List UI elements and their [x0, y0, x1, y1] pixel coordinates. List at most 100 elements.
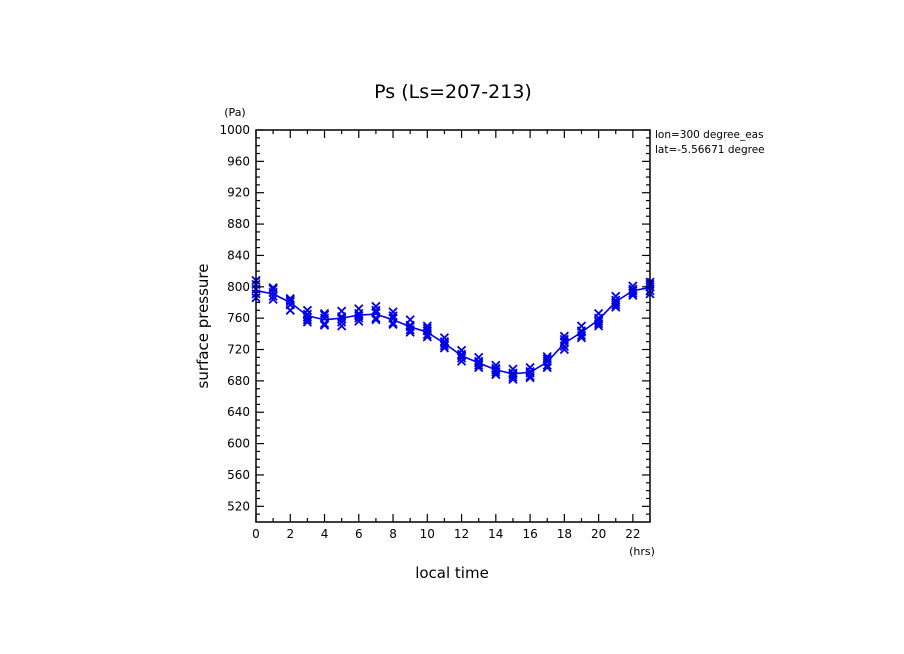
x-unit-label: (hrs)	[629, 545, 655, 558]
y-tick-label: 560	[227, 468, 250, 482]
data-point	[559, 344, 569, 355]
data-point	[611, 300, 621, 310]
x-tick-label: 6	[355, 527, 363, 541]
data-point	[593, 308, 604, 319]
annotation-lon: lon=300 degree_eas	[655, 129, 764, 141]
x-tick-label: 12	[454, 527, 469, 541]
data-point	[337, 321, 347, 331]
data-point	[285, 295, 295, 305]
data-point	[542, 351, 552, 362]
data-point	[456, 353, 467, 363]
data-point	[319, 308, 330, 319]
data-point	[525, 368, 535, 378]
x-tick-label: 8	[389, 527, 397, 541]
data-point	[337, 306, 347, 316]
data-point	[576, 327, 587, 337]
data-point	[268, 294, 278, 304]
plot-frame	[255, 129, 651, 523]
data-point	[302, 305, 313, 315]
y-tick-label: 720	[227, 343, 250, 357]
y-tick-label: 840	[227, 248, 250, 262]
data-point	[285, 297, 295, 307]
data-point	[371, 313, 381, 323]
data-point	[422, 321, 432, 331]
data-point	[319, 320, 330, 330]
data-point	[474, 358, 484, 368]
y-tick-label: 520	[227, 499, 250, 513]
data-point	[559, 331, 569, 341]
data-point	[337, 314, 347, 324]
data-point	[354, 313, 364, 323]
data-marks	[251, 275, 655, 384]
data-point	[628, 286, 638, 296]
data-point	[388, 311, 398, 321]
y-tick-label: 880	[227, 217, 250, 231]
data-point	[371, 305, 381, 315]
data-point	[405, 315, 415, 325]
data-point	[388, 307, 398, 317]
data-point	[405, 325, 415, 335]
data-point	[285, 305, 295, 315]
y-tick-label: 600	[227, 437, 250, 451]
data-point	[371, 301, 381, 312]
x-tick-label: 2	[286, 527, 294, 541]
x-axis-label: local time	[415, 564, 489, 582]
y-axis-label: surface pressure	[194, 264, 212, 389]
data-point	[525, 371, 535, 381]
data-point	[337, 317, 347, 327]
data-point	[354, 304, 364, 314]
data-point	[354, 311, 364, 321]
y-tick-label: 760	[227, 311, 250, 325]
y-tick-label: 680	[227, 374, 250, 388]
data-point	[593, 319, 604, 329]
data-point	[456, 351, 467, 361]
y-tick-label: 1000	[219, 123, 250, 137]
x-tick-label: 0	[252, 527, 260, 541]
data-point	[302, 312, 313, 323]
data-point	[319, 319, 330, 329]
data-point	[611, 297, 621, 308]
data-point	[559, 341, 569, 352]
x-tick-label: 20	[591, 527, 606, 541]
data-point	[319, 310, 330, 320]
y-unit-label: (Pa)	[224, 106, 245, 119]
data-point	[628, 288, 638, 298]
data-point	[285, 293, 295, 304]
data-point	[268, 291, 278, 301]
x-tick-label: 16	[522, 527, 537, 541]
y-tick-label: 800	[227, 280, 250, 294]
data-point	[302, 315, 313, 325]
data-point	[559, 334, 569, 344]
x-tick-label: 22	[625, 527, 640, 541]
data-point	[542, 354, 552, 364]
data-point	[474, 360, 484, 370]
data-point	[439, 338, 450, 348]
x-tick-label: 4	[321, 527, 329, 541]
y-tick-label: 920	[227, 186, 250, 200]
data-point	[508, 369, 518, 380]
data-point	[456, 349, 467, 359]
chart-title: Ps (Ls=207-213)	[374, 81, 532, 103]
y-tick-label: 640	[227, 405, 250, 419]
data-point	[422, 332, 432, 342]
data-point	[405, 322, 415, 332]
data-point	[491, 365, 501, 375]
series-line	[255, 286, 651, 375]
annotation-lat: lat=-5.56671 degree	[655, 144, 765, 156]
data-point	[439, 340, 450, 351]
data-point	[388, 319, 398, 330]
data-point	[371, 315, 381, 325]
data-point	[508, 372, 518, 382]
data-point	[542, 362, 552, 373]
data-point	[422, 323, 432, 333]
axes: 0 2 4 6 8 10 12 14 16 18 20 22 520 560 600 640 680 720 760…	[219, 123, 651, 541]
y-tick-label: 960	[227, 154, 250, 168]
data-point	[388, 318, 398, 328]
x-tick-label: 18	[557, 527, 572, 541]
data-point	[268, 282, 278, 293]
x-tick-label: 10	[420, 527, 435, 541]
data-point	[491, 367, 501, 377]
data-point	[593, 316, 604, 326]
data-point	[576, 330, 587, 341]
